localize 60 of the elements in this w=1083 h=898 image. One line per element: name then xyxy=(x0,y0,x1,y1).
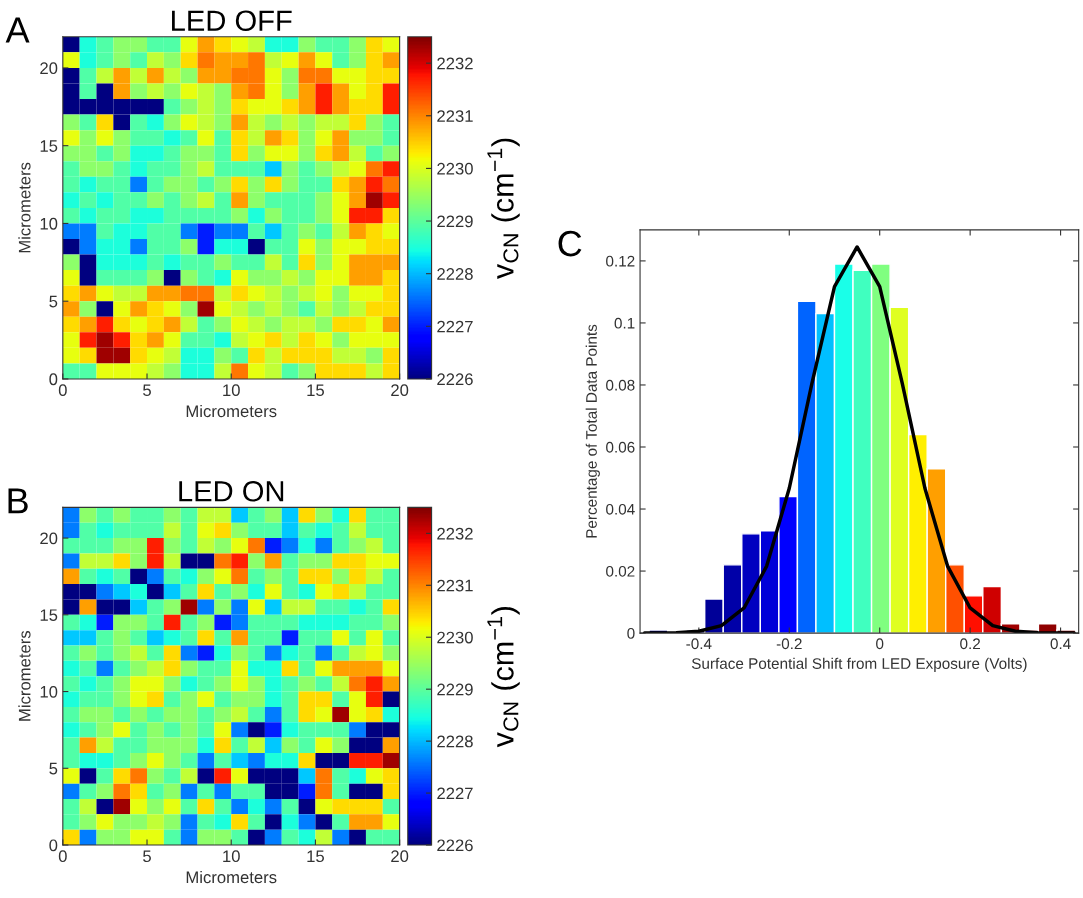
color-bar-label: 2231 xyxy=(437,110,473,122)
x-tick-label: 5 xyxy=(143,384,151,397)
color-bar-label: 2231 xyxy=(437,579,473,592)
x-tick-label: 0 xyxy=(58,384,67,397)
y-tick-label: 0.08 xyxy=(606,379,635,391)
chart-title: LED OFF xyxy=(172,10,292,32)
y-tick-label: 10 xyxy=(40,217,58,230)
color-bar-label: 2228 xyxy=(437,735,473,748)
y-tick-label: 0.02 xyxy=(606,565,635,577)
x-tick-label: 15 xyxy=(307,850,324,863)
color-bar-label: 2232 xyxy=(437,57,473,70)
color-bar-label: 2228 xyxy=(437,268,473,280)
x-tick-label: 0 xyxy=(876,638,884,650)
x-tick-label: 5 xyxy=(143,850,151,863)
color-bar-label: 2230 xyxy=(437,631,473,644)
text: C xyxy=(558,230,582,257)
color-bar-label: 2232 xyxy=(437,527,473,540)
x-tick-label: 20 xyxy=(391,850,409,863)
y-axis-title: Micrometers xyxy=(18,630,31,721)
y-tick-label: 15 xyxy=(40,140,58,152)
color-bar-label: 2227 xyxy=(437,787,473,800)
color-bar-label: 2229 xyxy=(437,683,473,696)
y-tick-label: 0 xyxy=(49,373,58,386)
x-tick-label: -0.4 xyxy=(686,638,712,650)
x-axis-title: Micrometers xyxy=(186,404,277,418)
color-bar-title: v$_{CN}$ (cm$^{−1}$) xyxy=(487,138,520,279)
x-tick-label: -0.2 xyxy=(776,638,802,650)
x-tick-label: 0.2 xyxy=(960,638,980,650)
y-tick-label: 10 xyxy=(40,685,58,698)
x-tick-label: 20 xyxy=(391,384,409,397)
chart-title: LED ON xyxy=(179,480,284,502)
y-tick-label: 0 xyxy=(627,627,635,639)
y-axis-title: Micrometers xyxy=(18,162,31,253)
y-tick-label: 0.12 xyxy=(606,255,635,267)
x-axis-title: Surface Potential Shift from LED Exposure (Volts) xyxy=(691,657,1027,672)
y-tick-label: 20 xyxy=(40,62,58,75)
text: B xyxy=(8,488,28,514)
line-series xyxy=(642,245,1076,634)
x-tick-label: 15 xyxy=(307,384,324,397)
y-tick-label: 0.04 xyxy=(606,503,635,515)
y-tick-label: 20 xyxy=(40,532,58,545)
color-bar-label: 2226 xyxy=(437,839,473,852)
y-axis-title: Percentage of Total Data Points xyxy=(585,324,600,538)
y-tick-label: 0.06 xyxy=(606,441,635,453)
y-tick-label: 0 xyxy=(49,839,58,852)
x-axis-title: Micrometers xyxy=(186,870,277,884)
y-tick-label: 0.1 xyxy=(614,317,635,329)
color-bar-label: 2229 xyxy=(437,215,473,228)
color-bar-title: v$_{CN}$ (cm$^{−1}$) xyxy=(487,606,520,748)
y-tick-label: 5 xyxy=(49,295,58,308)
y-tick-label: 5 xyxy=(49,762,58,775)
color-bar-label: 2226 xyxy=(437,373,473,386)
x-tick-label: 10 xyxy=(223,384,240,397)
color-bar-label: 2230 xyxy=(437,162,473,175)
color-bar-label: 2227 xyxy=(437,320,473,333)
x-tick-label: 0 xyxy=(58,850,67,863)
x-tick-label: 0.4 xyxy=(1050,638,1071,650)
y-tick-label: 15 xyxy=(40,609,58,622)
x-tick-label: 10 xyxy=(223,850,240,863)
text: A xyxy=(5,17,30,43)
